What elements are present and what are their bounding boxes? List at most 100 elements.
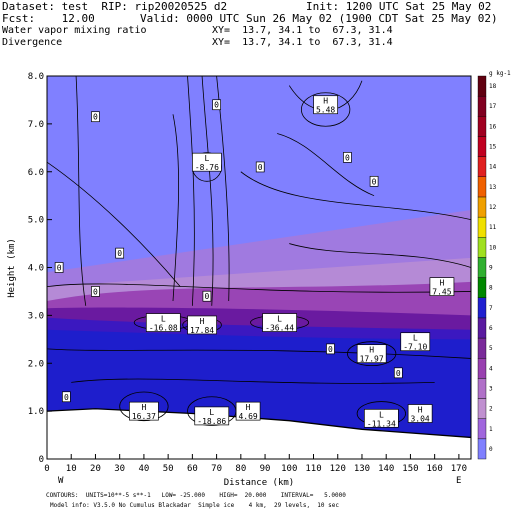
terrain — [47, 408, 471, 459]
extremum-box — [187, 315, 217, 335]
zero-label-box — [202, 290, 212, 302]
colorbar-swatch — [477, 378, 487, 399]
extremum-box — [356, 344, 387, 364]
x-tick-label: 80 — [235, 464, 246, 474]
extremum-box — [429, 277, 455, 296]
contour-line — [201, 76, 214, 306]
contour-line — [47, 283, 471, 293]
extremum-box — [129, 401, 159, 421]
extremum-value: -7.10 — [403, 343, 427, 352]
x-tick-label: 150 — [402, 464, 418, 474]
x-tick-label: 0 — [44, 464, 49, 474]
x-tick-label: 170 — [451, 464, 467, 474]
low-marker: L — [209, 408, 214, 417]
zero-label-box — [62, 391, 71, 403]
extremum-box — [194, 406, 230, 426]
colorbar-label: 7 — [489, 305, 493, 312]
zero-label-box — [212, 99, 221, 111]
xy1-label: XY= 13.7, 34.1 to 67.3, 31.4 — [212, 25, 393, 36]
zero-label-box — [54, 262, 64, 273]
zero-label: 0 — [396, 369, 401, 378]
colorbar-unit: g kg-1 — [489, 70, 511, 77]
dataset-label: Dataset: test RIP: rip20020525 d2 — [2, 0, 228, 13]
extremum-box — [262, 313, 297, 332]
field1-label: Water vapor mixing ratio — [2, 25, 147, 36]
west-label: W — [58, 476, 64, 486]
colorbar-label: 5 — [489, 345, 493, 352]
high-marker: H — [369, 346, 374, 355]
y-tick-label: 3.0 — [28, 311, 44, 321]
colorbar-label: 4 — [489, 365, 493, 372]
y-tick-label: 6.0 — [28, 168, 44, 178]
zero-label-box — [91, 286, 100, 297]
extremum-value: 17.97 — [360, 355, 384, 364]
colorbar-swatch — [477, 176, 487, 198]
zero-label: 0 — [93, 287, 98, 296]
colorbar-swatch — [477, 257, 487, 278]
colorbar-swatch — [477, 136, 487, 157]
contour-info: CONTOURS: UNITS=10**-5 s**-1 LOW= -25.00… — [46, 492, 346, 499]
high-marker: H — [200, 317, 205, 326]
x-tick-label: 40 — [138, 464, 149, 474]
colorbar-swatch — [477, 95, 487, 117]
high-marker: H — [418, 406, 423, 415]
model-info: Model info: V3.5.0 No Cumulus Blackadar … — [50, 502, 339, 509]
extremum-box — [235, 401, 261, 421]
contour-loop — [300, 92, 351, 127]
contour-line — [47, 161, 181, 287]
zero-label-box — [326, 343, 335, 355]
xy2-label: XY= 13.7, 34.1 to 67.3, 31.4 — [212, 37, 393, 48]
contour-labels: 000000000000H5.48L-8.76H7.45L-16.08H17.8… — [54, 95, 455, 428]
zero-label-box — [115, 247, 125, 259]
zero-label: 0 — [204, 292, 209, 301]
colorbar-label: 13 — [489, 184, 497, 191]
zero-label-box — [343, 152, 352, 163]
extremum-value: -16.08 — [149, 324, 178, 333]
contour-line — [75, 76, 87, 306]
extremum-value: -8.76 — [195, 163, 219, 172]
zero-label: 0 — [64, 393, 69, 402]
fcst-label: Fcst: 12.00 — [2, 12, 95, 25]
contour-line — [172, 114, 179, 302]
zero-label: 0 — [57, 264, 62, 273]
x-tick-label: 100 — [281, 464, 297, 474]
x-tick-label: 50 — [163, 464, 174, 474]
zero-label: 0 — [117, 249, 122, 258]
zero-label: 0 — [93, 113, 98, 122]
extremum-value: 4.69 — [238, 412, 257, 421]
x-tick-label: 10 — [66, 464, 77, 474]
y-tick-label: 5.0 — [28, 216, 44, 226]
colorbar-swatch — [477, 438, 487, 460]
axes: 0 10 20 30 40 50 60 70 80 90 100 110 120 130 140 150 160… — [28, 72, 467, 474]
contour-loop — [119, 391, 169, 422]
zero-label-box — [393, 367, 403, 379]
zero-label: 0 — [372, 177, 377, 186]
colorbar-label: 3 — [489, 385, 493, 392]
y-axis-label: Height (km) — [7, 238, 17, 298]
x-tick-label: 140 — [378, 464, 394, 474]
high-marker: H — [323, 97, 328, 106]
y-tick-label: 2.0 — [28, 359, 44, 369]
low-marker: L — [277, 315, 282, 324]
extremum-value: 7.45 — [432, 288, 451, 297]
colorbar-swatch — [477, 116, 487, 137]
colorbar-label: 2 — [489, 406, 493, 413]
x-axis-label: Distance (km) — [224, 478, 294, 488]
high-marker: H — [440, 279, 445, 288]
x-tick-label: 110 — [305, 464, 321, 474]
contour-line — [187, 76, 195, 306]
east-label: E — [456, 476, 461, 486]
low-marker: L — [379, 410, 384, 419]
extremum-value: 16.37 — [132, 412, 156, 421]
colorbar-swatch — [477, 237, 487, 258]
shaded-field — [47, 76, 471, 459]
colorbar-label: 1 — [489, 426, 493, 433]
colorbar-label: 16 — [489, 123, 497, 130]
zero-label: 0 — [214, 101, 219, 110]
zero-label: 0 — [258, 163, 263, 172]
low-marker: L — [204, 154, 209, 163]
y-tick-label: 4.0 — [28, 264, 44, 274]
colorbar-label: 15 — [489, 144, 497, 151]
contour-line — [277, 133, 375, 197]
